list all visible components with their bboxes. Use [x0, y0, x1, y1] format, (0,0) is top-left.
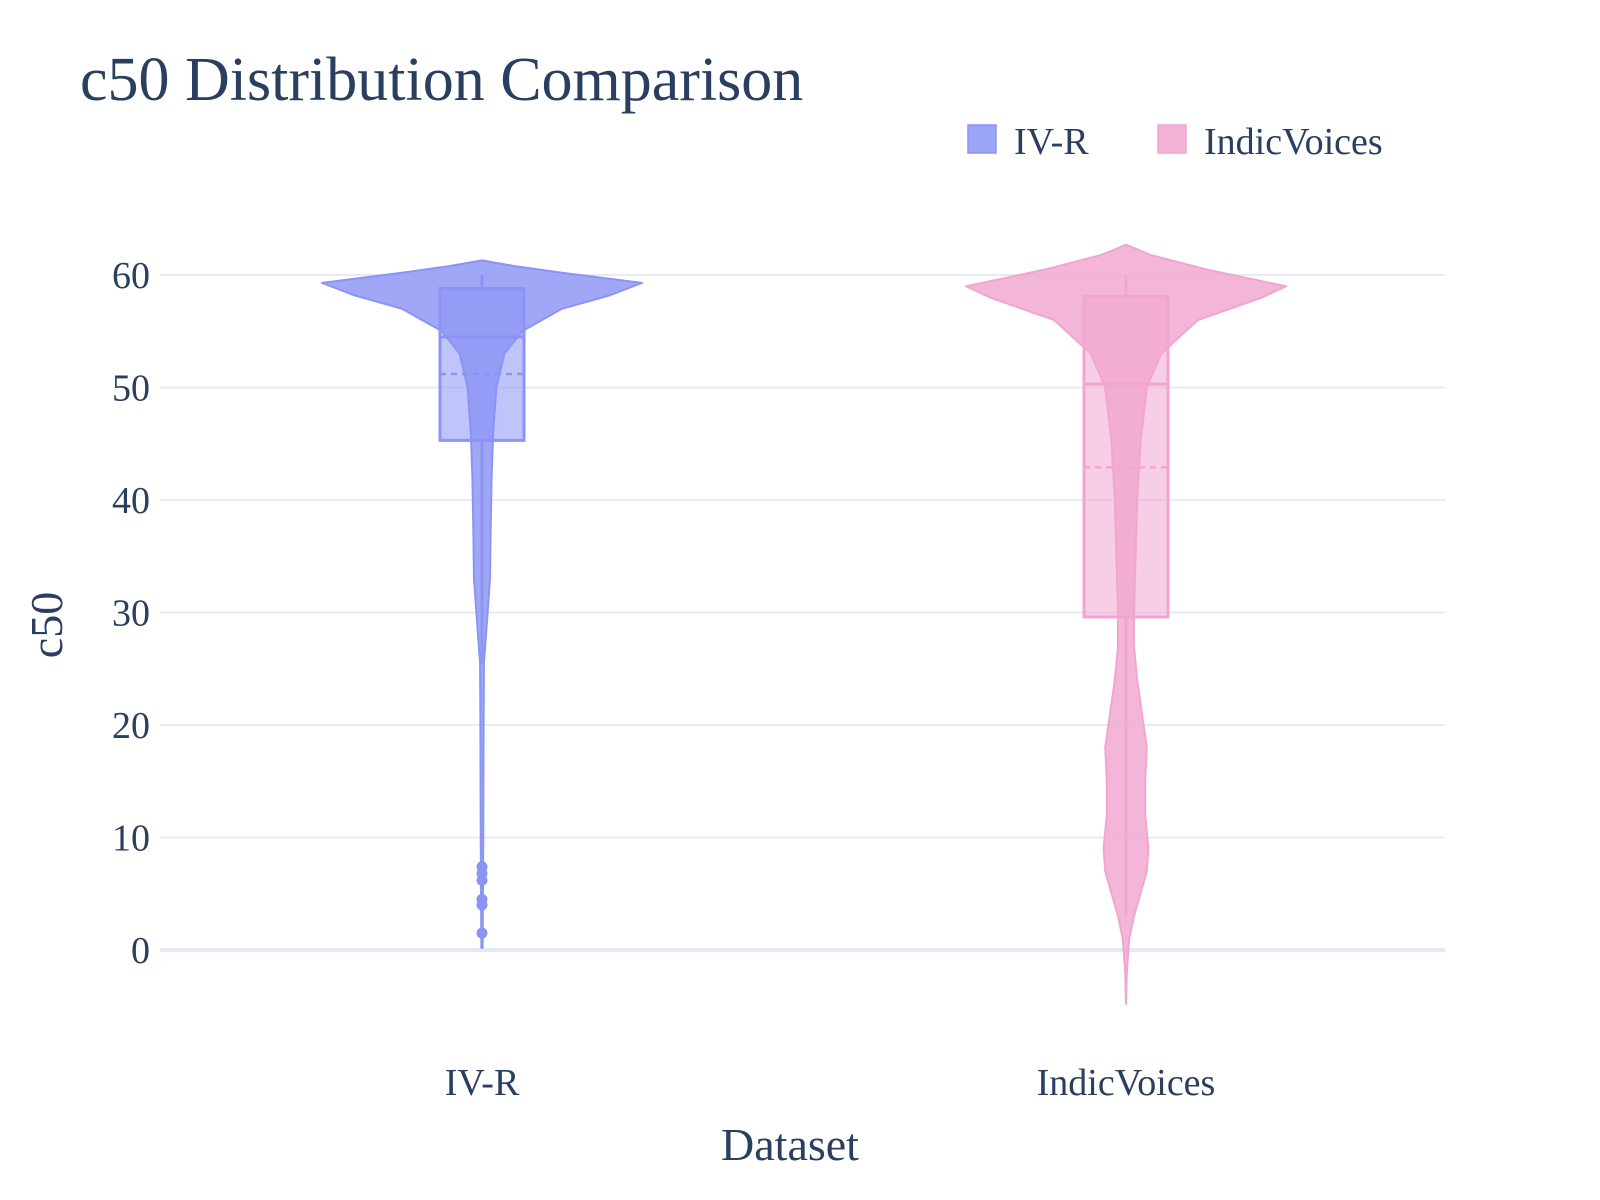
outlier-point [476, 893, 488, 905]
y-tick-label: 0 [131, 930, 150, 972]
x-axis-ticks: IV-R IndicVoices [445, 1062, 1216, 1104]
grid-lines [160, 274, 1445, 952]
y-tick-label: 60 [112, 255, 150, 297]
legend-swatch [967, 124, 997, 154]
box [438, 287, 526, 442]
box [1082, 294, 1170, 619]
y-axis-title: c50 [21, 592, 72, 658]
outlier-point [476, 861, 488, 873]
x-tick-label: IV-R [445, 1062, 520, 1104]
y-tick-label: 50 [112, 368, 150, 410]
y-axis-ticks: 0 10 20 30 40 50 60 [112, 255, 150, 972]
violin-IV-R [321, 259, 643, 949]
legend-swatch [1157, 124, 1187, 154]
legend-label: IndicVoices [1204, 121, 1383, 163]
y-tick-label: 20 [112, 705, 150, 747]
chart-title: c50 Distribution Comparison [80, 46, 803, 114]
legend-label: IV-R [1014, 121, 1089, 163]
legend-item-IV-R[interactable]: IV-R [967, 121, 1089, 163]
y-tick-label: 30 [112, 593, 150, 635]
legend[interactable]: IV-R IndicVoices [967, 121, 1383, 163]
x-axis-title: Dataset [721, 1119, 859, 1170]
violin-IndicVoices [965, 243, 1287, 1005]
outlier-point [476, 927, 488, 939]
violins [321, 243, 1287, 1005]
y-tick-label: 40 [112, 480, 150, 522]
legend-item-IndicVoices[interactable]: IndicVoices [1157, 121, 1383, 163]
x-tick-label: IndicVoices [1037, 1062, 1216, 1104]
y-tick-label: 10 [112, 818, 150, 860]
